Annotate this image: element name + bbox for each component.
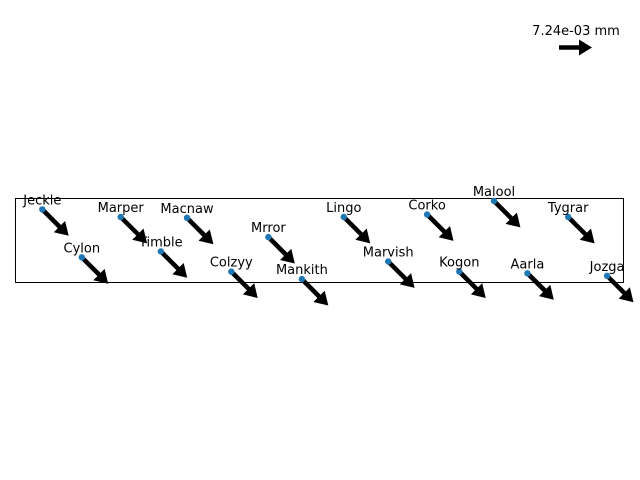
point-malool <box>490 197 498 205</box>
arrow-mrror <box>266 235 295 264</box>
point-label-mrror: Mrror <box>251 221 286 236</box>
arrow-malool <box>492 199 521 228</box>
point-kogon <box>456 268 463 275</box>
arrow-corko <box>425 212 454 241</box>
point-label-jozga: Jozga <box>589 260 625 275</box>
point-mankith <box>298 275 306 283</box>
arrow-kogon <box>457 270 486 298</box>
point-label-corko: Corko <box>408 199 445 214</box>
arrow-marvish <box>386 259 415 288</box>
quiver-key: 7.24e-03 mm <box>532 24 620 56</box>
point-corko <box>423 211 431 218</box>
point-label-lingo: Lingo <box>326 201 361 216</box>
point-label-colzyy: Colzyy <box>210 256 253 271</box>
point-label-jeckle: Jeckle <box>22 193 61 208</box>
point-jozga <box>603 272 611 279</box>
point-label-cylon: Cylon <box>64 241 101 256</box>
arrow-tygrar <box>566 215 595 244</box>
point-label-macnaw: Macnaw <box>160 202 214 217</box>
point-cylon <box>78 254 86 261</box>
arrow-lingo <box>342 215 371 244</box>
point-label-marper: Marper <box>98 201 145 216</box>
arrow-colzyy <box>229 270 258 298</box>
point-label-timble: Timble <box>138 235 183 250</box>
point-macnaw <box>183 214 191 221</box>
point-mrror <box>265 233 272 241</box>
arrow-mankith <box>300 277 329 306</box>
point-timble <box>157 248 164 255</box>
arrow-timble <box>159 249 188 278</box>
point-marper <box>117 213 124 221</box>
arrow-marper <box>119 215 148 244</box>
point-aarla <box>524 270 531 277</box>
point-tygrar <box>565 213 572 221</box>
arrow-jeckle <box>40 207 69 236</box>
point-label-marvish: Marvish <box>363 246 414 261</box>
point-label-kogon: Kogon <box>439 256 479 271</box>
point-label-tygrar: Tygrar <box>547 201 589 216</box>
point-lingo <box>340 213 347 221</box>
labels-layer: Jeckle Cylon Marper Timble Macnaw Colzyy Mrror… <box>22 185 624 278</box>
arrow-macnaw <box>185 216 214 245</box>
arrow-aarla <box>525 271 554 300</box>
point-marvish <box>385 258 392 265</box>
point-label-malool: Malool <box>473 185 515 200</box>
arrow-jozga <box>605 274 634 303</box>
point-label-aarla: Aarla <box>511 257 545 272</box>
quiver-key-arrow <box>559 39 592 56</box>
points-layer <box>39 197 611 283</box>
point-colzyy <box>228 268 235 275</box>
axes-frame <box>15 198 624 283</box>
quiver-key-label: 7.24e-03 mm <box>532 24 620 39</box>
arrows-layer <box>40 199 634 306</box>
point-label-mankith: Mankith <box>276 263 328 278</box>
arrow-cylon <box>80 255 109 284</box>
point-jeckle <box>39 206 46 213</box>
